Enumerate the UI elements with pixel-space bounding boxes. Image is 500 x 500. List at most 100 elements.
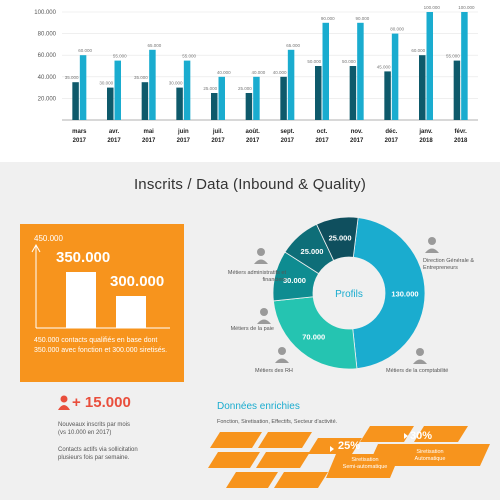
y-tick-label: 100.000 — [34, 10, 56, 16]
bar-value-label: 90.000 — [321, 16, 335, 21]
pct2-label-line2: Automatique — [414, 456, 446, 462]
slice-value-label: 25.000 — [301, 247, 324, 256]
bar-value-label: 55.000 — [113, 54, 127, 59]
bar-value-label: 35.000 — [134, 75, 148, 80]
bar-value-label: 50.000 — [307, 59, 321, 64]
bar — [280, 76, 287, 120]
bar2-label: 300.000 — [110, 273, 165, 290]
x-tick-label: sept. — [280, 129, 294, 135]
x-tick-year: 2017 — [73, 138, 87, 144]
signups-line1: Nouveaux inscrits par mois — [58, 422, 131, 428]
bar-value-label: 45.000 — [377, 64, 391, 69]
bar — [461, 12, 468, 120]
pct-semi-auto-label: Siretisation Semi-automatique — [330, 457, 400, 471]
bar — [218, 76, 225, 120]
x-tick-label: mars — [72, 129, 87, 135]
x-tick-label: févr. — [454, 129, 467, 135]
slice-value-label: 70.000 — [302, 333, 325, 342]
monthly-bar-chart: 100.000 80.000 60.000 40.000 20.000 35.000 60.… — [0, 0, 500, 162]
bar-350k — [66, 272, 96, 328]
bar — [72, 82, 79, 120]
pct-auto-label: Siretisation Automatique — [395, 449, 465, 463]
pct1-label-line2: Semi-automatique — [342, 464, 388, 470]
x-tick-year: 2017 — [246, 138, 260, 144]
bar — [245, 93, 253, 120]
profile-label-admin: Métiers administratifs et financiers — [227, 270, 286, 283]
bar — [384, 71, 391, 120]
x-tick-year: 2018 — [454, 138, 468, 144]
donut-center-label: Profils — [335, 289, 363, 300]
monthly-bar-chart-svg: 100.000 80.000 60.000 40.000 20.000 35.000 60.… — [34, 5, 478, 144]
enriched-title: Données enrichies — [217, 401, 300, 412]
bar-value-label: 25.000 — [238, 86, 252, 91]
slice-value-label: 25.000 — [329, 234, 352, 243]
bar-value-label: 30.000 — [99, 81, 113, 86]
active-line1: Contacts actifs via sollicitation — [58, 447, 138, 453]
contacts-summary-box: 450.000 350.000 300.000 450.000 contacts… — [20, 224, 184, 382]
x-tick-label: juin — [177, 129, 189, 135]
bar-value-label: 60.000 — [78, 48, 92, 53]
profile-label-compta: Métiers de la comptabilité — [386, 368, 449, 374]
donut-slice — [316, 216, 359, 261]
bar-value-label: 100.000 — [458, 5, 475, 10]
x-tick-year: 2017 — [177, 138, 191, 144]
x-tick-year: 2017 — [350, 138, 364, 144]
bar-value-label: 80.000 — [390, 27, 404, 32]
bar — [349, 66, 357, 120]
bar-300k — [116, 296, 146, 328]
donut-slice — [272, 296, 358, 370]
pct1-label-line1: Siretisation — [351, 457, 379, 463]
slice-value-label: 130.000 — [391, 289, 418, 298]
bar — [183, 60, 191, 120]
bar-value-label: 25.000 — [203, 86, 217, 91]
bar — [176, 87, 183, 120]
enriched-subtitle: Fonction, Siretisation, Effectifs, Secte… — [217, 419, 338, 425]
profiles-donut-chart: 130.000 70.000 30.000 25.000 25.000 Profils — [272, 216, 426, 370]
x-tick-label: janv. — [418, 129, 433, 135]
axis-arrow — [31, 243, 170, 329]
x-tick-label: juil. — [212, 129, 224, 135]
bar-value-label: 40.000 — [252, 70, 266, 75]
x-tick-label: mai — [143, 129, 154, 135]
bar-value-label: 35.000 — [65, 75, 79, 80]
bar — [315, 66, 322, 120]
x-tick-label: oct. — [317, 129, 328, 135]
bar-value-label: 55.000 — [182, 54, 196, 59]
bar — [107, 87, 114, 120]
signups-line2: (vs 10.000 en 2017) — [58, 430, 112, 436]
x-tick-label: nov. — [351, 129, 363, 135]
x-tick-label: avr. — [109, 129, 120, 135]
active-line2: plusieurs fois par semaine. — [58, 455, 130, 461]
bar-value-label: 30.000 — [169, 81, 183, 86]
x-tick-year: 2017 — [211, 138, 225, 144]
x-tick-year: 2017 — [315, 138, 329, 144]
pct-semi-auto: 25% — [338, 440, 361, 452]
bar — [79, 55, 87, 121]
pct-auto: 30% — [410, 430, 433, 442]
bar-value-label: 40.000 — [273, 70, 287, 75]
y-tick-label: 40.000 — [38, 75, 57, 81]
bar — [322, 22, 329, 120]
axis-top-label: 450.000 — [34, 234, 63, 243]
bar1-label: 350.000 — [56, 249, 111, 266]
bar-value-label: 100.000 — [424, 5, 441, 10]
bar-value-label: 65.000 — [286, 43, 300, 48]
add-user-icon — [58, 395, 70, 410]
x-tick-year: 2018 — [419, 138, 433, 144]
bar — [419, 55, 426, 121]
bar-value-label: 90.000 — [356, 16, 370, 21]
bar — [453, 60, 461, 120]
y-tick-label: 20.000 — [38, 96, 57, 102]
bar — [149, 49, 156, 120]
bar-value-label: 55.000 — [446, 54, 460, 59]
bar-value-label: 50.000 — [342, 59, 356, 64]
x-tick-year: 2017 — [385, 138, 399, 144]
x-tick-label: déc. — [385, 129, 397, 135]
bar — [253, 76, 260, 120]
slice-value-label: 30.000 — [283, 276, 306, 285]
profile-label-direction: Direction Générale & Entrepreneurs — [423, 258, 475, 271]
donut-slice — [352, 217, 426, 370]
y-tick-label: 80.000 — [38, 32, 57, 38]
x-tick-year: 2017 — [281, 138, 295, 144]
bar — [357, 22, 364, 120]
